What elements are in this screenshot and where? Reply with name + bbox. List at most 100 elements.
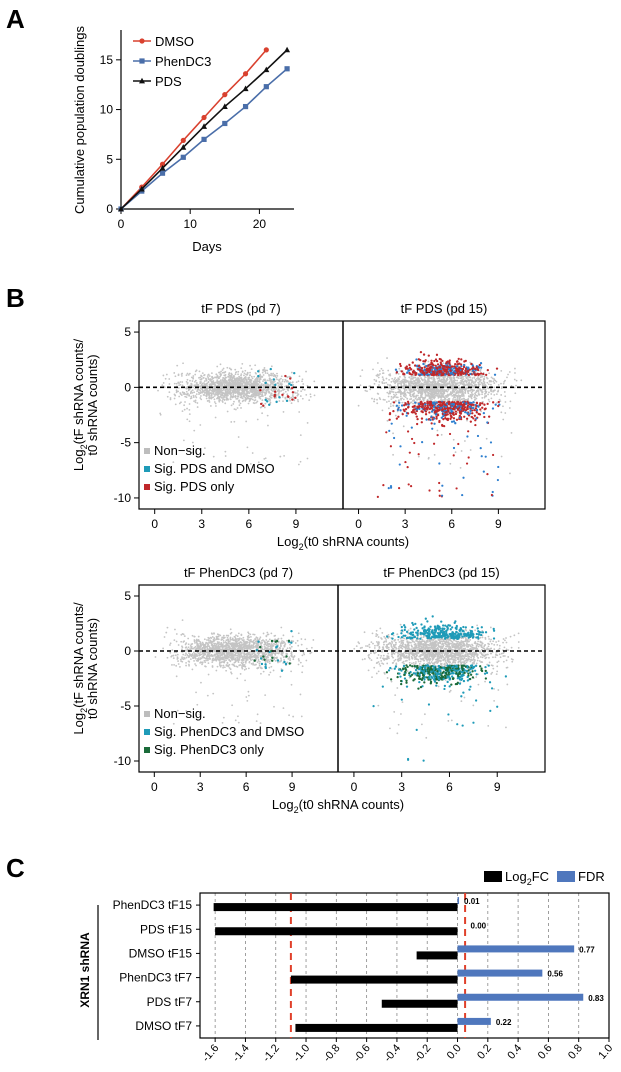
b-legend-swatch: [144, 484, 150, 490]
b-point-nonsig: [308, 399, 311, 402]
b-point-sig: [294, 396, 297, 400]
b-point-nonsig: [217, 381, 219, 384]
b-point-nonsig: [385, 401, 388, 403]
b-point-nonsig: [397, 373, 400, 375]
b-point-nonsig: [500, 394, 503, 396]
b-point-sig: [256, 370, 260, 373]
b-point-nonsig: [222, 398, 224, 401]
b-point-sig: [486, 402, 489, 406]
b-point-nonsig: [428, 387, 430, 390]
b-point-nonsig: [464, 392, 467, 395]
b-point-sig: [479, 446, 482, 450]
b-point-sig: [419, 350, 423, 354]
b-point-nonsig: [410, 382, 413, 385]
b-point-nonsig: [410, 388, 412, 391]
b-point-sig: [459, 401, 463, 404]
b-point-nonsig: [382, 372, 385, 375]
b-point-nonsig: [456, 391, 459, 394]
b-point-sig: [446, 360, 449, 363]
a-point-pds: [242, 85, 249, 92]
a-point-pds: [201, 123, 208, 129]
b-point-nonsig: [196, 406, 199, 408]
b-point-nonsig: [469, 449, 472, 451]
b-point-nonsig: [424, 396, 427, 399]
b-point-nonsig: [263, 378, 266, 381]
b-point-nonsig: [190, 395, 193, 398]
b-point-nonsig: [437, 390, 440, 392]
b-point-nonsig: [218, 371, 221, 374]
b-point-sig: [439, 361, 442, 364]
b-point-sig: [400, 370, 403, 373]
b-point-nonsig: [399, 395, 402, 398]
b-point-nonsig: [382, 379, 385, 382]
b-point-sig: [496, 478, 499, 482]
b-point-sig: [475, 408, 479, 412]
b-point-nonsig: [255, 386, 257, 389]
b-point-sig: [444, 373, 447, 376]
b-point-nonsig: [450, 384, 452, 386]
b-point-nonsig: [202, 376, 205, 379]
b-point-nonsig: [244, 369, 247, 372]
b-point-nonsig: [246, 388, 248, 391]
b-point-nonsig: [257, 380, 259, 383]
a-legend-marker: [139, 77, 145, 84]
a-point-dmso: [222, 92, 228, 98]
b-point-sig: [464, 369, 467, 372]
b-point-nonsig: [227, 398, 229, 401]
b-point-nonsig: [159, 413, 162, 416]
b-point-nonsig: [211, 381, 214, 384]
b-point-nonsig: [449, 394, 451, 396]
a-series-line-pds: [120, 49, 288, 210]
b-point-nonsig: [205, 394, 208, 397]
b-point-nonsig: [228, 386, 231, 388]
b-point-nonsig: [185, 396, 188, 399]
b-point-nonsig: [227, 373, 230, 376]
b-point-nonsig: [306, 384, 309, 387]
b-point-nonsig: [272, 383, 275, 386]
b-point-nonsig: [287, 389, 290, 392]
b-point-sig: [407, 369, 410, 372]
b-point-nonsig: [262, 670, 265, 673]
b-point-sig: [472, 366, 475, 369]
b-point-nonsig: [408, 389, 411, 392]
b-point-nonsig: [279, 455, 282, 458]
b-point-nonsig: [438, 378, 441, 380]
b-point-sig: [259, 402, 263, 406]
b-point-nonsig: [462, 395, 465, 397]
b-point-sig: [476, 434, 480, 438]
b-point-nonsig: [274, 375, 277, 378]
b-point-nonsig: [390, 395, 393, 398]
b-point-nonsig: [460, 377, 463, 380]
b-point-nonsig: [474, 380, 477, 383]
b-point-nonsig: [465, 387, 467, 390]
b-point-nonsig: [480, 389, 483, 392]
b-y-tick-label: -5: [120, 436, 131, 450]
b-point-nonsig: [264, 372, 267, 374]
b-point-nonsig: [207, 373, 210, 376]
b-point-sig: [462, 365, 466, 369]
b-point-nonsig: [442, 392, 444, 395]
b-point-sig: [264, 381, 267, 385]
b-point-nonsig: [378, 370, 381, 372]
b-point-sig: [480, 366, 483, 369]
b-point-sig: [455, 487, 458, 490]
b-point-nonsig: [268, 666, 271, 669]
b-point-sig: [441, 359, 444, 363]
b-point-nonsig: [457, 377, 460, 379]
b-point-nonsig: [234, 378, 237, 381]
b-point-sig: [459, 405, 462, 408]
b-point-nonsig: [454, 394, 457, 397]
b-point-sig: [441, 367, 445, 370]
b-point-nonsig: [488, 372, 490, 375]
b-point-nonsig: [464, 440, 466, 442]
b-point-sig: [488, 415, 491, 418]
b-point-nonsig: [395, 386, 398, 388]
b-point-nonsig: [242, 387, 244, 390]
b-point-nonsig: [186, 418, 189, 421]
b-point-nonsig: [399, 380, 402, 383]
b-point-nonsig: [359, 384, 362, 387]
b-point-sig: [465, 417, 469, 420]
b-point-sig: [415, 364, 419, 367]
b-point-nonsig: [390, 398, 393, 401]
b-point-sig: [432, 408, 436, 411]
